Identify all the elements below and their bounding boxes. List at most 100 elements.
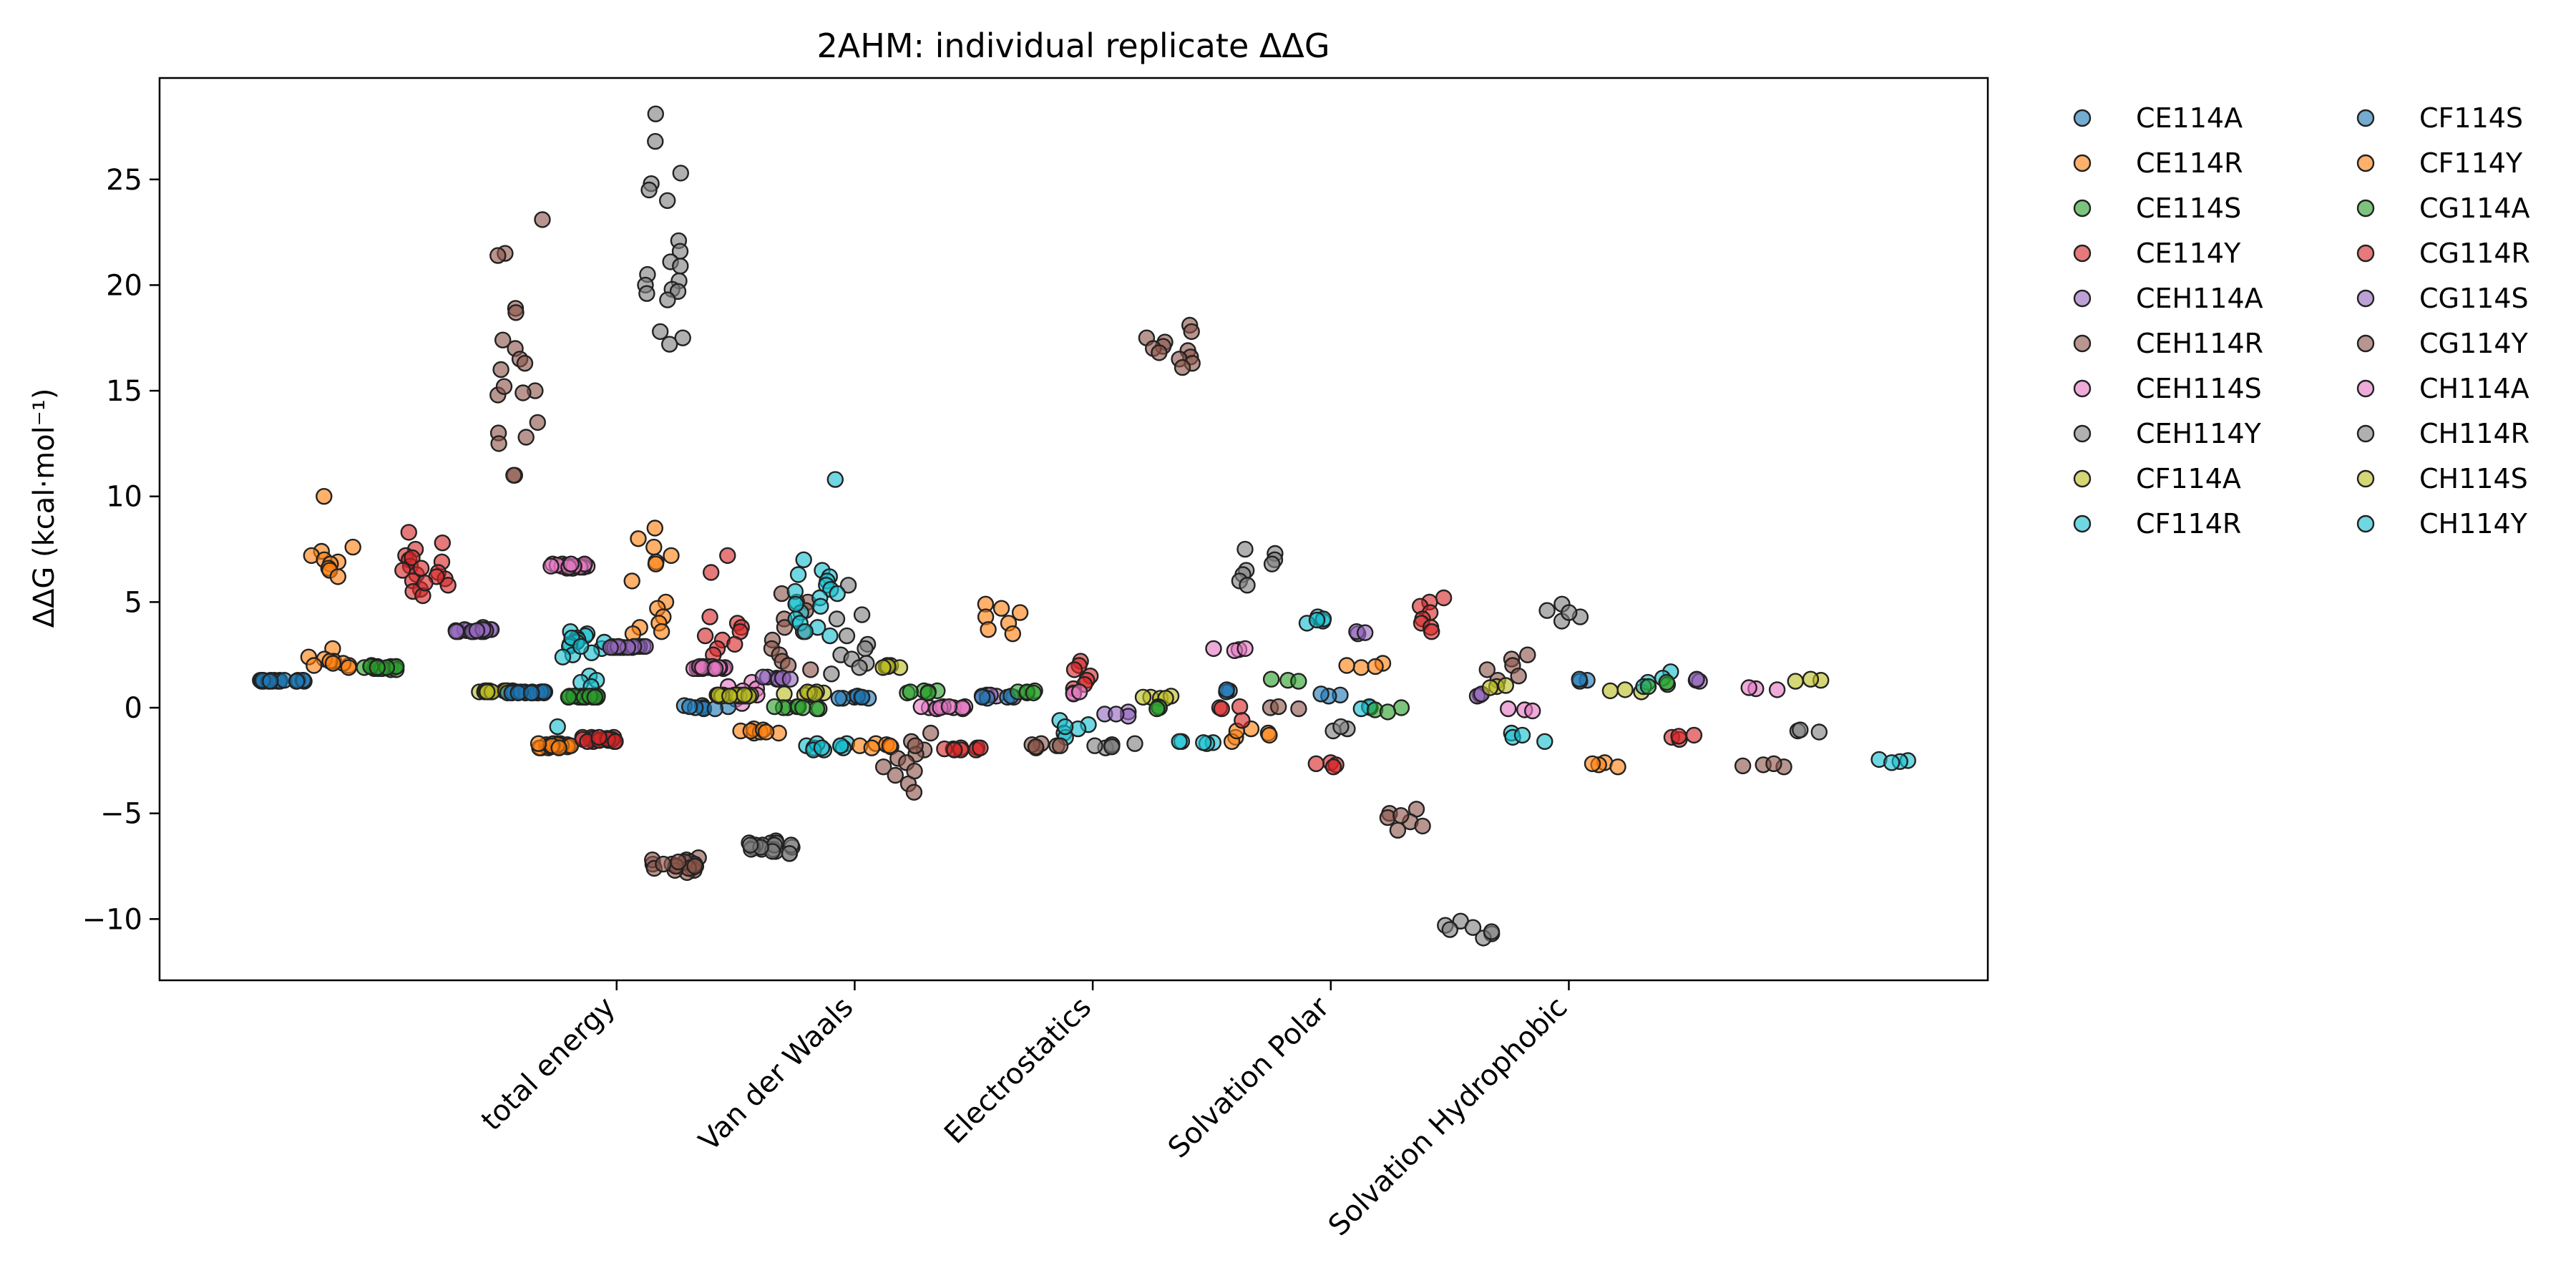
data-point-ce114r [663, 547, 680, 565]
data-point-ce114a [681, 698, 698, 716]
data-point-ceh114r [1027, 738, 1045, 756]
y-tick-label: 15 [106, 375, 142, 408]
scatter-marks [252, 105, 1916, 947]
data-point-ceh114r [1151, 344, 1168, 361]
data-point-cg114y [907, 737, 924, 754]
data-point-cf114s [1218, 681, 1236, 698]
data-point-cg114a [586, 688, 604, 706]
legend-marker-ce114y [2073, 244, 2092, 263]
legend-label-cg114a: CG114A [2419, 192, 2530, 224]
legend-marker-ceh114y [2073, 424, 2092, 443]
data-point-ceh114r [1765, 755, 1782, 773]
data-point-ce114s [919, 684, 937, 702]
data-point-ce114a [262, 673, 279, 690]
data-point-ce114r [344, 538, 361, 556]
legend-label-ceh114r: CEH114R [2136, 328, 2263, 359]
data-point-cf114r [549, 718, 566, 736]
data-point-ce114r [1584, 755, 1601, 773]
data-point-ce114y [1213, 700, 1231, 718]
data-point-ce114r [316, 488, 333, 505]
data-point-ce114s [1148, 700, 1166, 718]
data-point-ch114y [1056, 718, 1074, 736]
data-point-ce114y [1231, 698, 1249, 716]
data-point-ch114y [787, 595, 804, 613]
legend-label-ce114y: CE114Y [2136, 238, 2241, 269]
data-point-cf114r [1513, 726, 1531, 744]
data-point-ceh114a [1356, 624, 1374, 641]
data-point-ce114r [340, 659, 357, 676]
data-point-ce114r [1609, 758, 1626, 776]
data-point-ce114a [288, 673, 306, 690]
data-point-ce114r [1352, 659, 1370, 676]
data-point-ce114r [1338, 657, 1355, 674]
data-point-ch114y [1308, 611, 1326, 629]
data-point-ce114s [766, 698, 784, 716]
data-point-ce114y [1435, 589, 1453, 607]
legend-marker-ceh114r [2073, 334, 2092, 353]
data-point-ce114r [645, 538, 663, 556]
data-point-ceh114y [1126, 735, 1143, 752]
legend-label-ce114a: CE114A [2136, 102, 2243, 134]
legend-marker-ch114y [2356, 514, 2375, 533]
data-point-ceh114r [773, 585, 791, 602]
legend-label-ch114y: CH114Y [2419, 508, 2528, 540]
data-point-ce114s [808, 700, 826, 718]
data-point-ce114y [696, 627, 714, 645]
data-point-ce114s [1639, 678, 1657, 696]
data-point-ce114s [1025, 684, 1043, 702]
legend-marker-cf114a [2073, 469, 2092, 488]
data-point-cg114a [560, 688, 577, 706]
legend-marker-cg114a [2356, 199, 2375, 218]
data-point-ceh114y [839, 577, 857, 594]
x-axis: total energy Van der Waals Electrostatics S… [475, 980, 1574, 1242]
data-point-ceh114s [1236, 640, 1254, 658]
data-point-cf114s [1312, 686, 1330, 703]
data-point-cf114y [881, 737, 899, 754]
data-point-ceh114s [562, 555, 580, 572]
data-point-ce114s [1658, 673, 1675, 691]
data-point-cg114y [670, 853, 687, 871]
data-point-ceh114y [1483, 923, 1501, 940]
data-point-cf114a [1802, 670, 1820, 688]
data-point-cf114r [554, 648, 572, 665]
y-tick-label: 10 [106, 481, 142, 514]
data-point-ce114r [646, 519, 663, 537]
data-point-ceh114r [490, 435, 507, 452]
data-point-cg114y [1389, 821, 1407, 839]
legend-marker-cf114r [2073, 514, 2092, 533]
y-axis: −10 −5 0 5 10 15 20 25 [82, 164, 160, 936]
data-point-ce114r [1261, 726, 1278, 744]
x-tick-label: Van der Waals [693, 991, 859, 1158]
data-point-ceh114r [1510, 668, 1527, 685]
data-point-ceh114y [647, 105, 664, 122]
data-point-ce114r [329, 568, 346, 585]
data-point-cf114a [874, 659, 892, 676]
data-point-ce114y [946, 741, 963, 758]
data-point-ceh114y [652, 323, 669, 341]
data-point-ceh114y [857, 640, 874, 658]
data-point-cf114s [1571, 670, 1588, 688]
data-point-ceh114y [674, 329, 691, 346]
data-point-cf114a [1481, 679, 1499, 696]
y-tick-label: 0 [125, 692, 142, 725]
data-point-ch114a [707, 660, 724, 678]
data-point-ceh114a [448, 623, 465, 640]
data-point-ceh114y [838, 627, 856, 645]
data-point-ceh114s [1499, 700, 1517, 718]
data-point-ceh114y [1792, 721, 1809, 738]
data-point-ceh114r [1183, 323, 1200, 341]
data-point-ceh114y [661, 336, 678, 353]
data-point-ce114y [434, 535, 451, 552]
data-point-ceh114y [1538, 602, 1556, 619]
data-point-ceh114s [542, 557, 560, 575]
data-point-cf114r [1352, 700, 1370, 718]
legend-marker-ch114s [2356, 469, 2375, 488]
legend-label-ch114r: CH114R [2419, 418, 2529, 449]
data-point-ce114r [647, 555, 665, 572]
legend-label-ceh114s: CEH114S [2136, 373, 2262, 404]
legend-marker-ch114r [2356, 424, 2375, 443]
data-point-ceh114r [776, 619, 794, 636]
legend-label-cf114s: CF114S [2419, 102, 2523, 134]
data-point-cg114y [922, 724, 940, 742]
